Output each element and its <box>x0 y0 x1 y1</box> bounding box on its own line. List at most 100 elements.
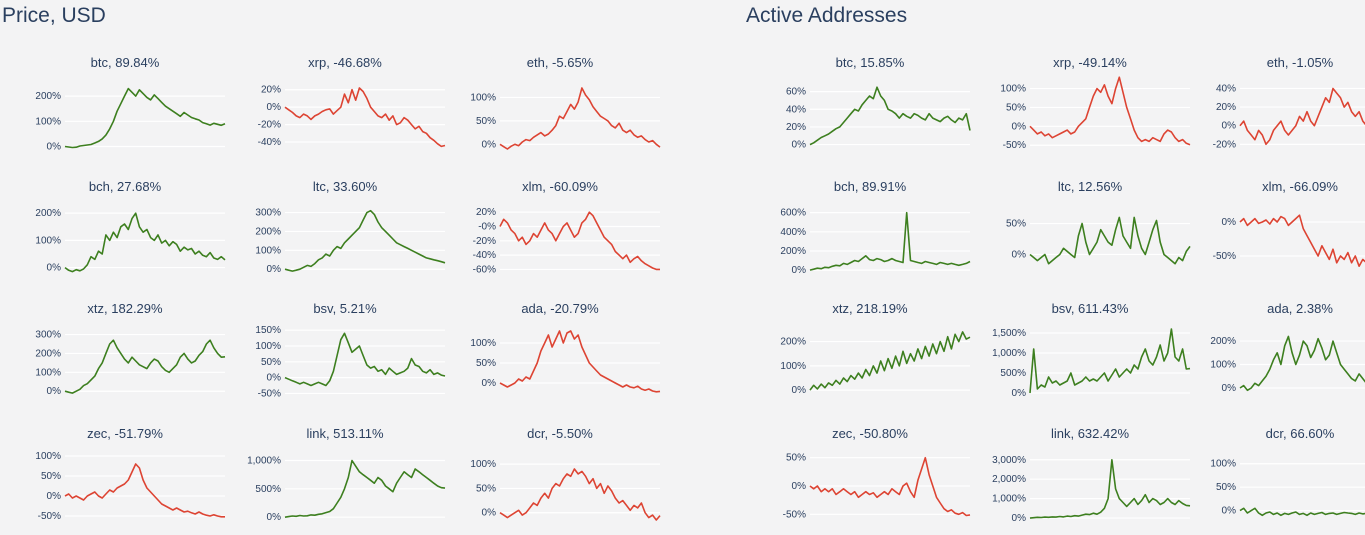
price-btc-chart-title: btc, 89.84% <box>91 55 160 70</box>
addresses-bch-ytick: 600% <box>780 208 806 219</box>
addresses-xtz-chart-title: xtz, 218.19% <box>832 301 908 316</box>
price-bsv-ytick: 100% <box>255 341 281 352</box>
price-ada-ytick: 0% <box>482 378 497 389</box>
price-ltc-ytick: 300% <box>255 208 281 219</box>
addresses-xtz-ytick: 100% <box>780 361 806 372</box>
price-xlm-chart-title: xlm, -60.09% <box>522 179 598 194</box>
price-dcr-series-line <box>499 468 661 521</box>
price-xrp-series-line <box>284 87 446 148</box>
price-bsv-ytick: 150% <box>255 325 281 336</box>
price-link-chart-title: link, 513.11% <box>306 426 384 441</box>
addresses-zec-series-line <box>809 456 971 517</box>
price-dcr-ytick: 0% <box>482 508 497 519</box>
price-bch-ytick: 200% <box>35 208 61 219</box>
addresses-xlm-chart-title: xlm, -66.09% <box>1262 179 1338 194</box>
price-dcr-ytick: 100% <box>470 459 496 470</box>
price-xrp-chart-title: xrp, -46.68% <box>308 55 382 70</box>
addresses-ada-chart-title: ada, 2.38% <box>1267 301 1333 316</box>
addresses-xtz-series-line <box>809 331 971 391</box>
addresses-ada-ytick: 0% <box>1222 383 1237 394</box>
addresses-xrp-ytick: 50% <box>1006 102 1026 113</box>
addresses-link-chart-title: link, 632.42% <box>1051 426 1129 441</box>
price-bch-ytick: 100% <box>35 235 61 246</box>
addresses-xlm-series-line <box>1239 214 1365 268</box>
price-xtz-ytick: 0% <box>47 386 62 397</box>
addresses-zec-ytick: 50% <box>786 453 806 464</box>
section-title-price: Price, USD <box>2 4 106 27</box>
addresses-bsv-ytick: 1,500% <box>992 328 1026 339</box>
price-dcr-ytick: 50% <box>476 483 496 494</box>
addresses-xtz-ytick: 200% <box>780 337 806 348</box>
addresses-link-ytick: 0% <box>1012 513 1027 524</box>
addresses-ltc-chart-title: ltc, 12.56% <box>1058 179 1123 194</box>
addresses-xrp-ytick: 0% <box>1012 121 1027 132</box>
price-xlm-series-line <box>499 211 660 271</box>
addresses-eth-chart-title: eth, -1.05% <box>1267 55 1334 70</box>
addresses-ada-series-line <box>1239 335 1365 392</box>
price-btc-ytick: 100% <box>35 116 61 127</box>
price-xlm-ytick: -20% <box>473 236 496 247</box>
addresses-eth-ytick: 40% <box>1216 83 1236 94</box>
price-link-ytick: 0% <box>267 512 282 523</box>
addresses-xrp-ytick: -50% <box>1003 140 1026 151</box>
addresses-bch-ytick: 200% <box>780 246 806 257</box>
price-eth-ytick: 100% <box>470 92 496 103</box>
addresses-btc-ytick: 0% <box>792 140 807 151</box>
price-btc-ytick: 0% <box>47 141 62 152</box>
price-xlm-ytick: -0% <box>478 221 496 232</box>
addresses-dcr-ytick: 0% <box>1222 506 1237 517</box>
price-eth-series-line <box>499 87 661 150</box>
addresses-eth-series-line <box>1239 87 1365 146</box>
price-eth-ytick: 50% <box>476 116 496 127</box>
addresses-btc-series-line <box>809 86 971 146</box>
addresses-bch-ytick: 0% <box>792 265 807 276</box>
addresses-btc-chart-title: btc, 15.85% <box>836 55 905 70</box>
price-bsv-chart-title: bsv, 5.21% <box>313 301 377 316</box>
addresses-xrp-series-line <box>1029 76 1191 146</box>
price-bsv-ytick: 50% <box>261 357 281 368</box>
addresses-xlm-ytick: 0% <box>1222 217 1237 228</box>
price-zec-ytick: 0% <box>47 491 62 502</box>
addresses-link-ytick: 2,000% <box>992 474 1026 485</box>
price-ltc-chart-title: ltc, 33.60% <box>313 179 378 194</box>
price-xrp-ytick: 0% <box>267 102 282 113</box>
price-ltc-ytick: 200% <box>255 226 281 237</box>
price-btc-series-line <box>64 87 226 149</box>
addresses-bsv-ytick: 0% <box>1012 388 1027 399</box>
price-xtz-ytick: 200% <box>35 348 61 359</box>
price-xrp-ytick: 20% <box>261 85 281 96</box>
addresses-bch-ytick: 400% <box>780 227 806 238</box>
price-bch-chart-title: bch, 27.68% <box>89 179 162 194</box>
addresses-dcr-series-line <box>1239 507 1365 517</box>
addresses-ltc-series-line <box>1029 216 1191 265</box>
addresses-ltc-ytick: 50% <box>1006 219 1026 230</box>
price-zec-series-line <box>64 463 225 518</box>
price-link-series-line <box>284 459 446 518</box>
addresses-ada-ytick: 100% <box>1210 360 1236 371</box>
addresses-ada-ytick: 200% <box>1210 336 1236 347</box>
price-bsv-ytick: -50% <box>258 388 281 399</box>
price-link-ytick: 500% <box>255 484 281 495</box>
addresses-xrp-ytick: 100% <box>1000 84 1026 95</box>
price-xtz-ytick: 300% <box>35 330 61 341</box>
addresses-btc-ytick: 60% <box>786 87 806 98</box>
addresses-btc-ytick: 40% <box>786 104 806 115</box>
price-bsv-ytick: 0% <box>267 373 282 384</box>
price-bch-series-line <box>64 212 226 273</box>
price-ltc-ytick: 0% <box>267 264 282 275</box>
addresses-ltc-ytick: 0% <box>1012 249 1027 260</box>
price-xlm-ytick: -60% <box>473 264 496 275</box>
price-xlm-ytick: 20% <box>476 207 496 218</box>
addresses-link-ytick: 3,000% <box>992 455 1026 466</box>
addresses-eth-ytick: 20% <box>1216 102 1236 113</box>
addresses-dcr-ytick: 100% <box>1210 459 1236 470</box>
price-xtz-series-line <box>64 339 226 394</box>
price-btc-ytick: 200% <box>35 91 61 102</box>
price-bsv-series-line <box>284 332 446 387</box>
addresses-bsv-ytick: 500% <box>1000 368 1026 379</box>
price-link-ytick: 1,000% <box>247 456 281 467</box>
price-ltc-series-line <box>284 209 446 272</box>
price-zec-ytick: -50% <box>38 511 61 522</box>
price-xtz-ytick: 100% <box>35 367 61 378</box>
